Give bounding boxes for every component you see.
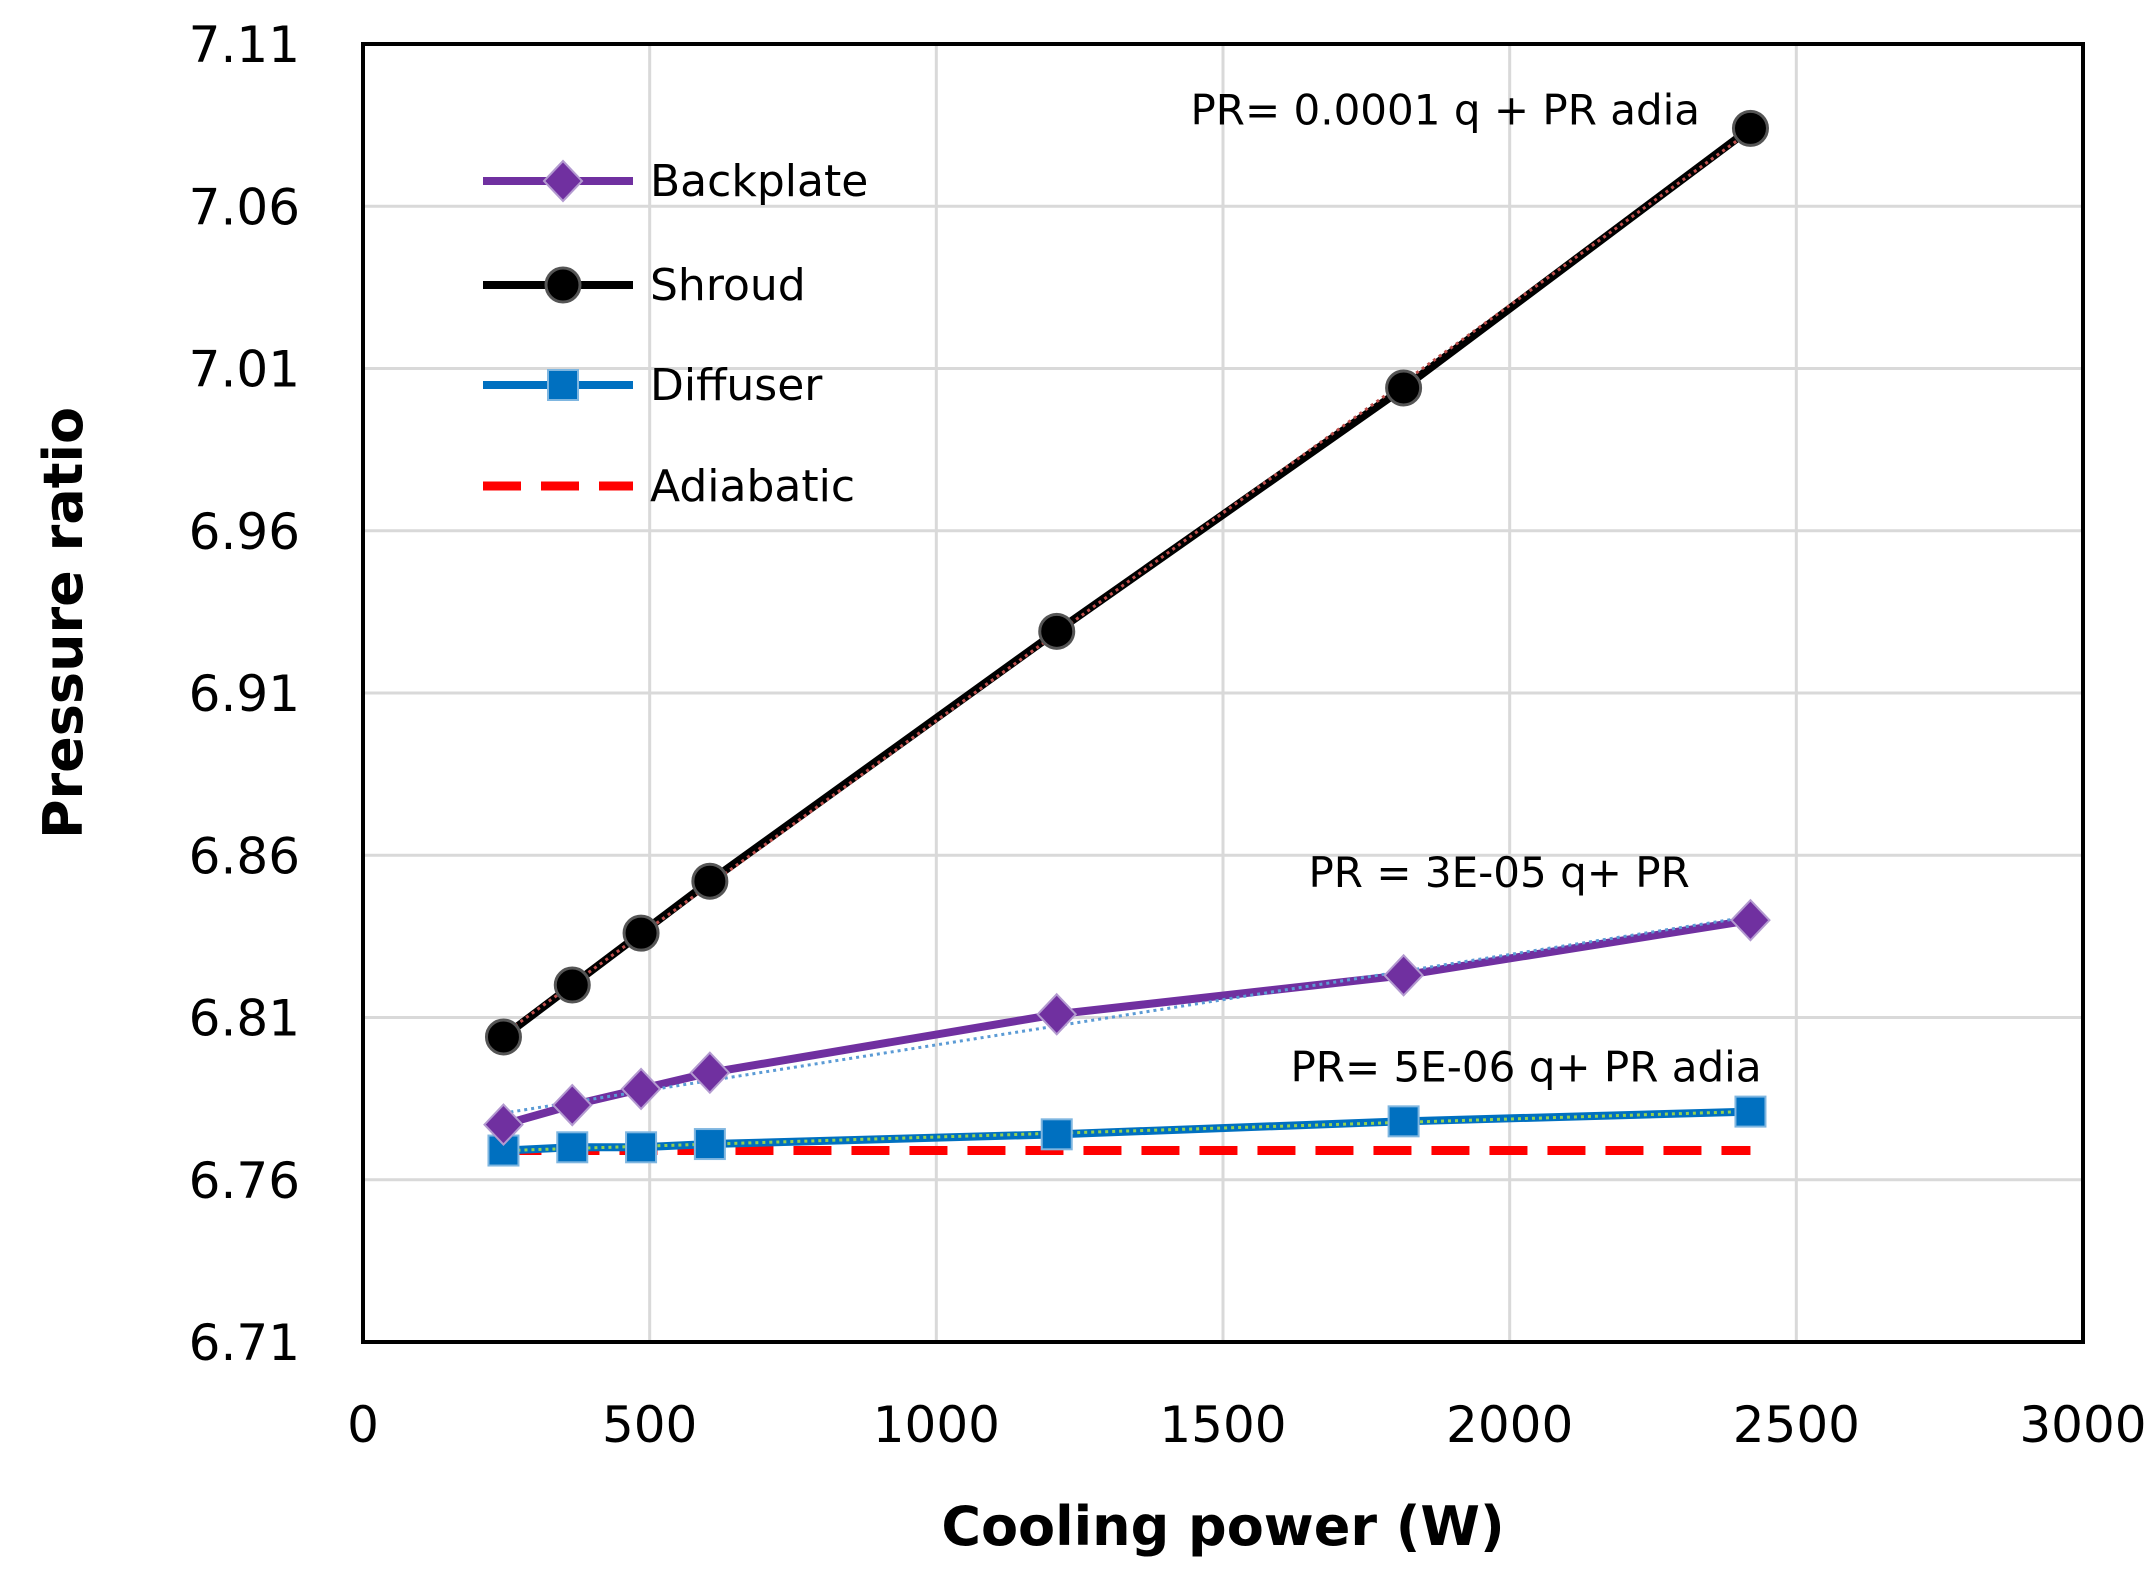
series-backplate: [483, 898, 1771, 1147]
legend-label: Backplate: [650, 156, 868, 207]
y-tick-label: 6.86: [189, 827, 300, 885]
y-tick-label: 6.71: [189, 1314, 300, 1372]
data-point-shroud: [1385, 369, 1423, 407]
x-tick-label: 0: [347, 1396, 379, 1454]
legend-label: Shroud: [650, 260, 806, 311]
data-point-diffuser: [693, 1128, 726, 1161]
x-tick-label: 3000: [2019, 1396, 2146, 1454]
y-tick-label: 6.96: [189, 503, 300, 561]
y-axis-ticks: 6.71 6.76 6.81 6.86 6.91 6.96 7.01 7.06 7.11: [189, 16, 300, 1372]
trendline-equation-diffuser: PR= 5E-06 q+ PR adia: [1290, 1043, 1761, 1092]
data-point-shroud: [622, 914, 660, 952]
series-shroud: [484, 109, 1769, 1056]
x-axis-title: Cooling power (W): [941, 1495, 1504, 1558]
data-point-diffuser: [625, 1131, 658, 1164]
y-tick-label: 7.01: [189, 341, 300, 399]
data-point-shroud: [484, 1018, 522, 1056]
x-tick-label: 1000: [873, 1396, 1000, 1454]
data-point-shroud: [553, 966, 591, 1004]
grid-lines: [363, 44, 2083, 1342]
x-tick-label: 1500: [1159, 1396, 1286, 1454]
trendline-diffuser: [503, 1109, 1751, 1153]
x-tick-label: 500: [602, 1396, 697, 1454]
data-point-backplate: [689, 1051, 731, 1095]
legend-label: Adiabatic: [650, 461, 855, 512]
y-tick-label: 6.76: [189, 1152, 300, 1210]
data-point-backplate: [1383, 953, 1424, 997]
x-tick-label: 2500: [1733, 1396, 1860, 1454]
data-point-diffuser: [1734, 1095, 1767, 1128]
data-point-shroud: [691, 862, 729, 900]
legend: Backplate Shroud Diffuser Adiabatic: [483, 156, 868, 512]
legend-item-diffuser: Diffuser: [483, 360, 823, 411]
data-point-backplate: [1036, 992, 1078, 1036]
data-point-diffuser: [1040, 1118, 1073, 1151]
legend-item-backplate: Backplate: [483, 156, 868, 207]
data-point-diffuser: [1387, 1105, 1420, 1138]
trendline-shroud: [502, 129, 1752, 1036]
y-tick-label: 7.11: [189, 16, 300, 74]
series-diffuser: [487, 1095, 1767, 1167]
plot-frame: [361, 42, 2085, 1344]
series-line-backplate: [502, 916, 1752, 1129]
data-point-diffuser: [556, 1131, 589, 1164]
legend-label: Diffuser: [650, 360, 823, 411]
legend-item-shroud: Shroud: [483, 260, 806, 311]
data-point-backplate: [483, 1103, 524, 1147]
annotations: PR= 0.0001 q + PR adia PR = 3E-05 q+ PR PR…: [1190, 85, 1761, 1091]
trendline-equation-shroud: PR= 0.0001 q + PR adia: [1190, 85, 1700, 134]
x-axis-ticks: 0 500 1000 1500 2000 2500 3000: [347, 1396, 2147, 1454]
data-point-backplate: [551, 1083, 593, 1127]
x-tick-label: 2000: [1446, 1396, 1573, 1454]
legend-item-adiabatic: Adiabatic: [483, 461, 855, 512]
y-axis-title: Pressure ratio: [32, 407, 95, 839]
y-tick-label: 6.91: [189, 665, 300, 723]
data-point-backplate: [1730, 898, 1771, 942]
data-point-shroud: [1731, 109, 1769, 147]
y-tick-label: 6.81: [189, 990, 300, 1048]
y-tick-label: 7.06: [189, 178, 300, 236]
data-point-shroud: [1038, 612, 1076, 650]
legend-marker: [547, 369, 579, 401]
legend-marker: [544, 266, 582, 304]
series-layer: [483, 109, 1771, 1167]
trendline-equation-backplate: PR = 3E-05 q+ PR: [1308, 848, 1689, 897]
data-point-backplate: [620, 1067, 662, 1111]
legend-marker: [542, 159, 584, 203]
